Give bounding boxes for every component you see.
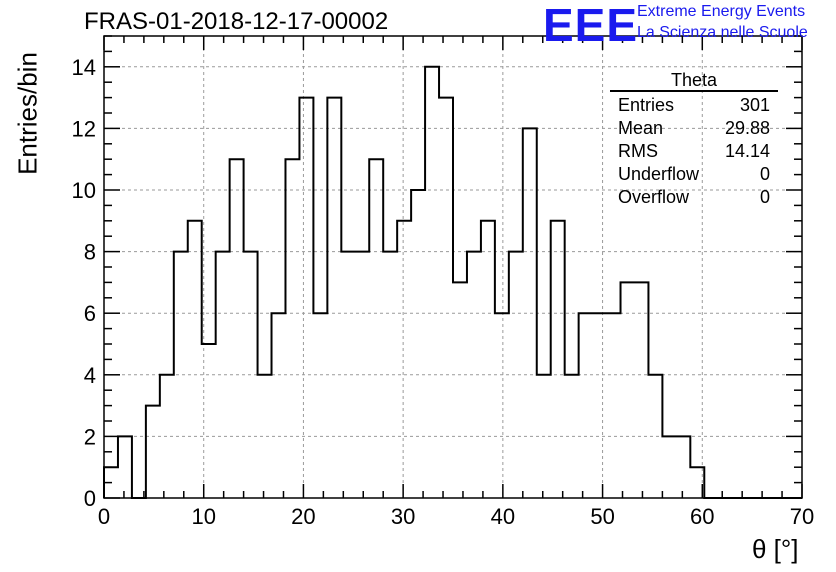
histogram-bin bbox=[272, 313, 286, 498]
histogram-bin bbox=[523, 128, 537, 498]
x-tick-label: 60 bbox=[690, 504, 714, 529]
x-tick-label: 0 bbox=[98, 504, 110, 529]
logo-line-1: Extreme Energy Events bbox=[637, 3, 806, 20]
eee-logo: EEE bbox=[543, 0, 639, 51]
y-tick-label: 4 bbox=[84, 363, 96, 388]
chart-title: FRAS-01-2018-12-17-00002 bbox=[84, 8, 389, 35]
histogram-bin bbox=[676, 436, 690, 498]
histogram-bin bbox=[537, 375, 551, 498]
histogram-bin bbox=[299, 98, 313, 498]
histogram-bin bbox=[118, 436, 132, 498]
histogram-bin bbox=[244, 252, 258, 498]
stats-label: Underflow bbox=[618, 164, 700, 184]
stats-value: 0 bbox=[759, 187, 770, 207]
stats-value: 301 bbox=[739, 95, 770, 115]
stats-label: RMS bbox=[618, 141, 658, 161]
histogram-bin bbox=[216, 252, 230, 498]
stats-label: Mean bbox=[618, 118, 664, 138]
y-tick-label: 8 bbox=[84, 240, 96, 265]
stats-value: 29.88 bbox=[724, 118, 770, 138]
y-tick-label: 0 bbox=[84, 486, 96, 511]
histogram-bin bbox=[355, 252, 369, 498]
y-axis-label: Entries/bin bbox=[12, 52, 43, 175]
stats-row-overflow: Overflow 0 bbox=[610, 186, 778, 209]
histogram-bin bbox=[313, 313, 327, 498]
x-tick-label: 50 bbox=[590, 504, 614, 529]
tick-labels: 0 10 20 30 40 50 60 70 0 2 4 6 8 10 12 14 bbox=[72, 55, 815, 529]
histogram-bin bbox=[509, 252, 523, 498]
axis-ticks bbox=[103, 35, 803, 499]
histogram-bin bbox=[230, 159, 244, 498]
logo-line-2: La Scienza nelle Scuole bbox=[637, 24, 808, 41]
histogram-bin bbox=[188, 221, 202, 498]
histogram-bin bbox=[411, 190, 425, 498]
histogram-bin bbox=[160, 375, 174, 498]
histogram-bin bbox=[481, 221, 495, 498]
x-tick-label: 10 bbox=[191, 504, 215, 529]
histogram-bin bbox=[202, 344, 216, 498]
stats-row-mean: Mean 29.88 bbox=[610, 117, 778, 140]
histogram-bin bbox=[467, 252, 481, 498]
histogram-bin bbox=[551, 221, 565, 498]
histogram-bin bbox=[425, 67, 439, 498]
histogram-bin bbox=[369, 159, 383, 498]
histogram-steps bbox=[103, 65, 802, 499]
histogram-bin bbox=[439, 98, 453, 498]
histogram-outline bbox=[103, 65, 802, 499]
histogram-bin bbox=[565, 375, 579, 498]
y-tick-label: 2 bbox=[84, 424, 96, 449]
histogram-bin bbox=[621, 282, 635, 498]
histogram-bin bbox=[174, 252, 188, 498]
histogram-bin bbox=[593, 313, 607, 498]
histogram-bin bbox=[383, 252, 397, 498]
x-tick-label: 40 bbox=[491, 504, 515, 529]
stats-label: Overflow bbox=[618, 187, 690, 207]
x-tick-label: 20 bbox=[291, 504, 315, 529]
histogram-bin bbox=[634, 282, 648, 498]
histogram-bin bbox=[648, 375, 662, 498]
y-tick-label: 14 bbox=[72, 55, 96, 80]
stats-box: Theta Entries 301 Mean 29.88 RMS 14.14 U… bbox=[610, 70, 778, 209]
histogram-bin bbox=[579, 313, 593, 498]
x-tick-label: 30 bbox=[391, 504, 415, 529]
histogram-bin bbox=[285, 159, 299, 498]
stats-label: Entries bbox=[618, 95, 675, 115]
histogram-bin bbox=[258, 375, 272, 498]
y-tick-label: 12 bbox=[72, 116, 96, 141]
histogram-bin bbox=[327, 98, 341, 498]
histogram-bin bbox=[397, 221, 411, 498]
stats-row-underflow: Underflow 0 bbox=[610, 163, 778, 186]
y-tick-label: 10 bbox=[72, 178, 96, 203]
stats-value: 0 bbox=[759, 164, 770, 184]
x-tick-label: 70 bbox=[790, 504, 814, 529]
histogram-bin bbox=[607, 313, 621, 498]
histogram-bin bbox=[146, 406, 160, 498]
histogram-bin bbox=[341, 252, 355, 498]
histogram-bin bbox=[662, 436, 676, 498]
stats-title: Theta bbox=[610, 70, 778, 92]
stats-value: 14.14 bbox=[724, 141, 770, 161]
x-axis-label: θ [°] bbox=[752, 534, 799, 564]
stats-row-rms: RMS 14.14 bbox=[610, 140, 778, 163]
stats-row-entries: Entries 301 bbox=[610, 94, 778, 117]
histogram-bin bbox=[495, 313, 509, 498]
y-tick-label: 6 bbox=[84, 301, 96, 326]
histogram-bin bbox=[453, 282, 467, 498]
